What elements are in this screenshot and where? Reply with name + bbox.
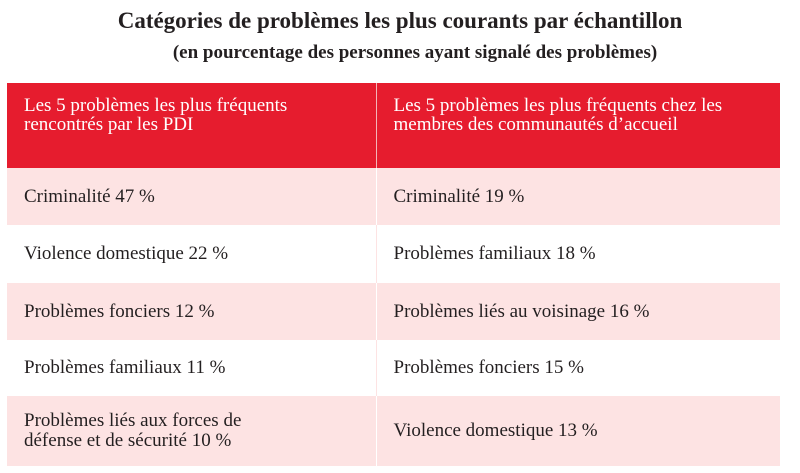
table-cell: Problèmes fonciers 15 % bbox=[376, 340, 780, 396]
page-subtitle: (en pourcentage des personnes ayant sign… bbox=[172, 42, 658, 63]
table-header-row: Les 5 problèmes les plus fréquents renco… bbox=[7, 83, 780, 168]
table-row: Problèmes fonciers 12 % Problèmes liés a… bbox=[7, 283, 780, 340]
table-cell: Criminalité 47 % bbox=[7, 168, 377, 225]
table-row: Problèmes liés aux forces de défense et … bbox=[7, 396, 780, 466]
header-host-communities: Les 5 problèmes les plus fréquents chez … bbox=[376, 83, 780, 168]
table-row: Violence domestique 22 % Problèmes famil… bbox=[7, 225, 780, 283]
table-cell: Problèmes fonciers 12 % bbox=[7, 283, 377, 340]
table-cell: Problèmes familiaux 18 % bbox=[376, 225, 780, 283]
table-cell: Problèmes liés au voisinage 16 % bbox=[376, 283, 780, 340]
table-cell: Problèmes familiaux 11 % bbox=[7, 340, 377, 396]
table-cell: Violence domestique 13 % bbox=[376, 396, 780, 466]
page-title: Catégories de problèmes les plus courant… bbox=[117, 8, 683, 33]
table-cell: Violence domestique 22 % bbox=[7, 225, 377, 283]
table-cell: Criminalité 19 % bbox=[376, 168, 780, 225]
table-row: Criminalité 47 % Criminalité 19 % bbox=[7, 168, 780, 225]
problems-table: Les 5 problèmes les plus fréquents renco… bbox=[7, 83, 780, 466]
table-row: Problèmes familiaux 11 % Problèmes fonci… bbox=[7, 340, 780, 396]
header-pdi: Les 5 problèmes les plus fréquents renco… bbox=[7, 83, 377, 168]
table-cell: Problèmes liés aux forces de défense et … bbox=[7, 396, 377, 466]
